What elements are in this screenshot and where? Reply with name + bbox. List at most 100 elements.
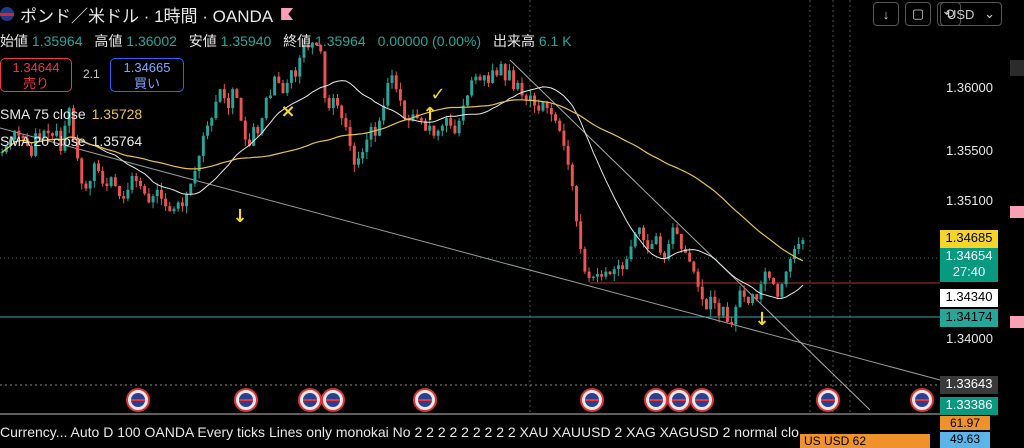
candle xyxy=(25,138,29,146)
candle xyxy=(323,51,327,98)
candle xyxy=(767,271,771,278)
signal-marker: ↓ xyxy=(232,206,247,227)
candle xyxy=(377,120,381,136)
candle xyxy=(118,186,121,197)
ohlc-legend: 始値 1.35964 高値 1.36002 安値 1.35940 終値 1.35… xyxy=(0,31,580,51)
volume-label: 出来高 xyxy=(492,33,535,49)
sell-button[interactable]: 1.34644 売り xyxy=(0,58,72,92)
gb-flag-icon[interactable] xyxy=(816,388,840,412)
candle xyxy=(654,236,658,244)
candle xyxy=(155,189,159,197)
candle xyxy=(541,101,545,111)
candle xyxy=(227,98,230,109)
axis-tick: 1.35500 xyxy=(946,143,993,158)
candle xyxy=(143,186,147,194)
candle xyxy=(780,284,784,297)
candle xyxy=(13,130,17,140)
candle xyxy=(327,98,331,109)
candle xyxy=(260,118,264,134)
symbol-title[interactable]: ポンド／米ドル · 1時間 · OANDA xyxy=(20,6,274,26)
signal-marker: ↑ xyxy=(422,104,437,125)
indicator-sma75[interactable]: SMA 75 close 1.35728 xyxy=(0,106,142,122)
candle xyxy=(294,70,298,77)
gb-flag-icon[interactable] xyxy=(234,388,258,412)
candle xyxy=(776,284,780,297)
orange-panel: US USD 62 xyxy=(800,434,930,448)
candle xyxy=(784,271,788,285)
candle xyxy=(247,139,251,146)
buy-button[interactable]: 1.34665 買い xyxy=(110,58,184,92)
candle xyxy=(545,101,549,109)
candle xyxy=(210,118,214,126)
candle xyxy=(746,296,750,304)
candle xyxy=(21,135,25,139)
candle xyxy=(755,294,759,300)
candle xyxy=(59,130,63,151)
candle xyxy=(71,108,75,140)
bar-countdown: 27:40 xyxy=(952,264,986,279)
alert-marker[interactable] xyxy=(1010,316,1024,328)
candle xyxy=(268,95,272,98)
candle xyxy=(625,259,629,270)
sma20-value: 1.35764 xyxy=(91,133,143,149)
snapshot-button[interactable]: ▢ xyxy=(905,2,931,26)
candle xyxy=(273,76,277,96)
candle xyxy=(646,240,650,249)
candle xyxy=(608,271,612,275)
us-flag-icon[interactable] xyxy=(321,388,345,412)
candle xyxy=(348,126,352,146)
candle xyxy=(306,45,310,48)
currency-select[interactable]: USD ⌄ xyxy=(940,2,1002,26)
candle xyxy=(738,290,742,307)
candle xyxy=(474,76,478,81)
replay-icon: ⟲ xyxy=(943,6,955,21)
candle xyxy=(340,105,344,119)
candle xyxy=(113,177,117,187)
candle xyxy=(285,82,289,93)
candle xyxy=(616,265,620,270)
alert-marker[interactable] xyxy=(1010,206,1024,218)
signal-marker: × xyxy=(280,101,295,122)
candle xyxy=(725,306,729,322)
candle xyxy=(751,294,755,304)
candle xyxy=(705,299,708,310)
candle xyxy=(264,98,268,119)
sell-label: 売り xyxy=(22,76,49,91)
candle xyxy=(0,152,4,154)
gb-flag-icon[interactable] xyxy=(298,388,322,412)
gb-flag-icon[interactable] xyxy=(690,388,714,412)
candle xyxy=(365,139,369,153)
candle xyxy=(663,252,667,260)
gb-flag-icon[interactable] xyxy=(126,388,150,412)
candle xyxy=(201,135,205,156)
bookmark-flag-icon[interactable] xyxy=(281,8,294,20)
candle xyxy=(478,76,482,81)
candle xyxy=(793,248,796,260)
chart-header: ポンド／米ドル · 1時間 · OANDA xyxy=(0,2,294,26)
sma75-value: 1.35728 xyxy=(91,106,143,122)
price-tag-level: 1.34174 xyxy=(940,309,998,327)
candle xyxy=(109,177,113,187)
candle xyxy=(382,105,386,121)
us-flag-icon[interactable] xyxy=(580,388,604,412)
us-flag-icon[interactable] xyxy=(667,388,691,412)
scroll-marker[interactable] xyxy=(1010,60,1024,76)
candle xyxy=(667,243,671,260)
candle xyxy=(50,133,54,136)
candle xyxy=(55,130,59,136)
us-flag-icon[interactable] xyxy=(413,388,437,412)
candle xyxy=(734,306,738,325)
gb-flag-icon[interactable] xyxy=(910,388,934,412)
candle xyxy=(310,42,314,48)
candle xyxy=(256,126,260,134)
candle xyxy=(352,145,356,165)
candle xyxy=(88,181,92,189)
volume-value: 6.1 K xyxy=(538,33,572,49)
gb-flag-icon[interactable] xyxy=(644,388,668,412)
high-label: 高値 xyxy=(94,33,123,49)
candle xyxy=(138,181,142,187)
indicator-sma20[interactable]: SMA 20 close 1.35764 xyxy=(0,133,142,149)
candle xyxy=(231,89,235,109)
download-button[interactable]: ↓ xyxy=(873,2,899,26)
